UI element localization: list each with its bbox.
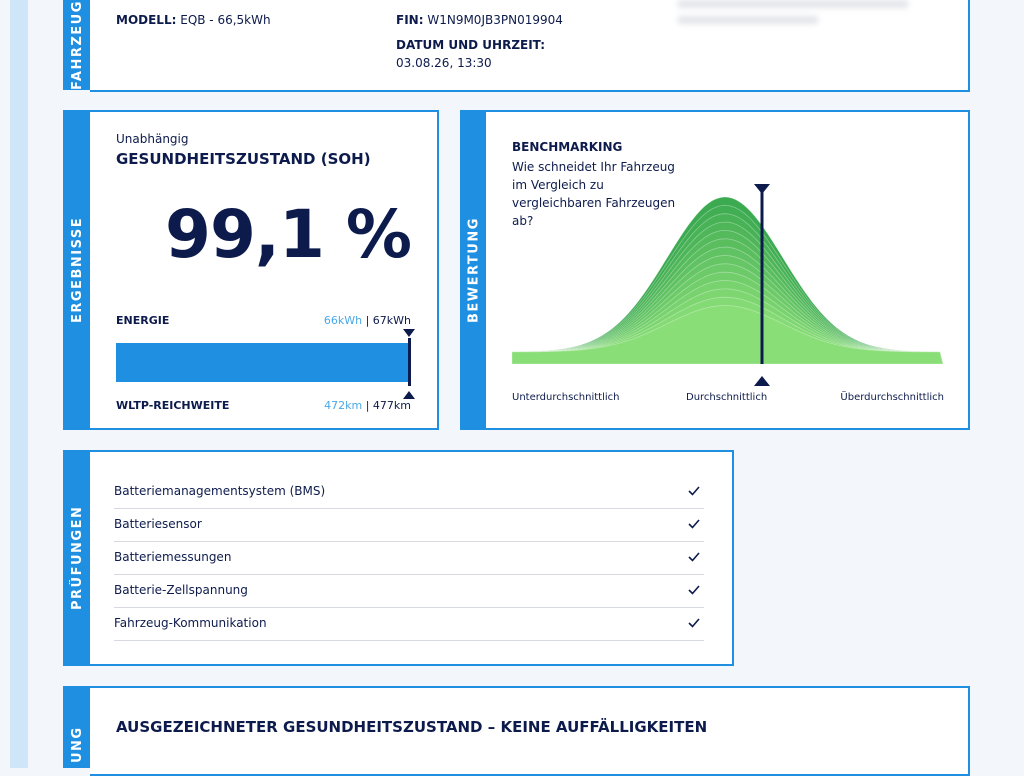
bar-markers: [403, 329, 415, 399]
position-marker: [754, 184, 770, 194]
panel-title: BENCHMARKING: [512, 140, 623, 154]
axis-label: Unterdurchschnittlich: [512, 392, 620, 403]
field-value: 03.08.26, 13:30: [396, 56, 492, 70]
rating-panel: BENCHMARKING Wie schneidet Ihr Fahrzeug …: [486, 110, 970, 430]
panel-title: GESUNDHEITSZUSTAND (SOH): [116, 150, 371, 168]
check-label: Batteriemessungen: [114, 550, 232, 564]
model-field: MODELL: EQB - 66,5kWh: [116, 13, 271, 27]
field-label: FIN:: [396, 13, 424, 27]
field-label: MODELL:: [116, 13, 177, 27]
check-label: Batterie-Zellspannung: [114, 583, 248, 597]
summary-title: AUSGEZEICHNETER GESUNDHEITSZUSTAND – KEI…: [116, 718, 708, 736]
section-strip: BEWERTUNG: [460, 110, 488, 430]
section-label: UNG: [70, 726, 85, 763]
summary-panel: AUSGEZEICHNETER GESUNDHEITSZUSTAND – KEI…: [90, 686, 970, 776]
blurred-text: [678, 16, 818, 24]
checks-panel: Batteriemanagementsystem (BMS) Batteriese…: [90, 450, 734, 666]
check-label: Fahrzeug-Kommunikation: [114, 616, 267, 630]
section-label: ERGEBNISSE: [70, 216, 85, 324]
metric-label: ENERGIE: [116, 314, 170, 327]
results-panel: Unabhängig GESUNDHEITSZUSTAND (SOH) 99,1…: [90, 110, 439, 430]
metric-value: 66kWh | 67kWh: [324, 314, 411, 327]
capacity-bar: [116, 343, 410, 382]
section-strip: UNG: [63, 686, 92, 768]
check-row: Batteriemessungen: [114, 542, 704, 575]
field-value: W1N9M0JB3PN019904: [427, 13, 563, 27]
vehicle-panel: MODELL: EQB - 66,5kWh FIN: W1N9M0JB3PN01…: [90, 0, 970, 92]
axis-label: Überdurchschnittlich: [840, 392, 944, 403]
question: Wie schneidet Ihr Fahrzeug im Vergleich …: [512, 160, 676, 228]
check-label: Batteriesensor: [114, 517, 202, 531]
check-label: Batteriemanagementsystem (BMS): [114, 484, 326, 498]
metric-current: 66kWh: [323, 314, 363, 327]
check-icon: [688, 552, 700, 562]
metric-total: | 477km: [365, 399, 411, 412]
section-strip: ERGEBNISSE: [63, 110, 92, 430]
field-label: DATUM UND UHRZEIT:: [396, 38, 546, 52]
metric-total: | 67kWh: [365, 314, 411, 327]
side-band: [10, 0, 28, 768]
section-label: PRÜFUNGEN: [70, 505, 85, 611]
bar-end: [408, 338, 411, 386]
blurred-text: [678, 0, 908, 8]
check-row: Batterie-Zellspannung: [114, 575, 704, 608]
field-value: EQB - 66,5kWh: [180, 13, 271, 27]
check-icon: [688, 618, 700, 628]
check-row: Batteriemanagementsystem (BMS): [114, 476, 704, 509]
check-row: Fahrzeug-Kommunikation: [114, 608, 704, 641]
metric-value: 472km | 477km: [324, 399, 411, 412]
section-strip: PRÜFUNGEN: [63, 450, 92, 666]
fin-field: FIN: W1N9M0JB3PN019904: [396, 13, 563, 27]
metric-label: WLTP-REICHWEITE: [116, 399, 230, 412]
check-icon: [688, 519, 700, 529]
check-row: Batteriesensor: [114, 509, 704, 542]
section-label: FAHRZEUG: [70, 0, 85, 90]
axis-label: Durchschnittlich: [686, 392, 768, 403]
soh-value: 99,1 %: [165, 196, 412, 273]
check-icon: [688, 486, 700, 496]
position-marker: [754, 376, 770, 386]
section-strip: FAHRZEUG: [63, 0, 92, 90]
metric-current: 472km: [324, 399, 363, 412]
curve-layer: [511, 305, 944, 365]
section-label: BEWERTUNG: [466, 217, 482, 323]
check-icon: [688, 585, 700, 595]
bell-curve: [511, 184, 944, 386]
kicker: Unabhängig: [116, 132, 189, 146]
